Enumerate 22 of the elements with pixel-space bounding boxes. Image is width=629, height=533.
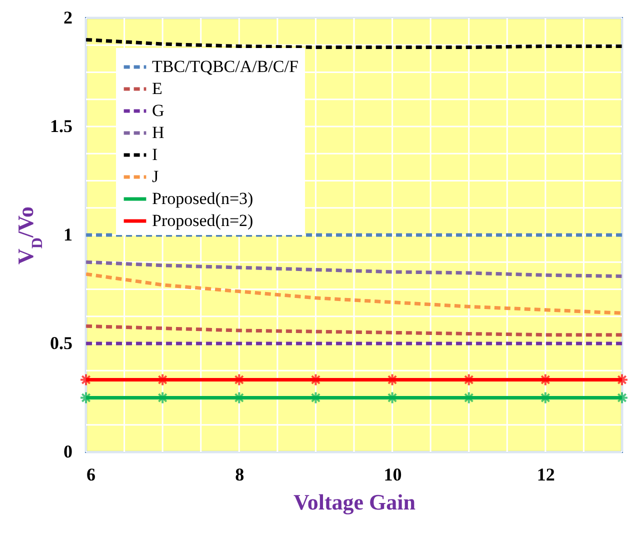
legend-label: TBC/TQBC/A/B/C/F <box>152 57 298 76</box>
line-series <box>86 324 622 337</box>
legend-label: J <box>152 167 159 186</box>
legend-label: G <box>152 101 164 120</box>
x-axis-title: Voltage Gain <box>293 490 416 514</box>
x-tick-label: 6 <box>86 464 96 484</box>
legend-label: Proposed(n=3) <box>152 189 254 208</box>
line-series <box>86 272 622 315</box>
y-tick-label: 0.5 <box>50 333 72 353</box>
y-tick-label: 2 <box>64 8 72 28</box>
x-tick-label: 10 <box>384 464 402 484</box>
x-tick-label: 8 <box>235 464 244 484</box>
y-tick-label: 1.5 <box>50 116 72 136</box>
legend-label: Proposed(n=2) <box>152 211 254 230</box>
y-tick-label: 0 <box>64 442 72 462</box>
line-series <box>86 38 622 50</box>
legend-label: H <box>152 123 164 142</box>
y-tick-label: 1 <box>64 224 72 244</box>
line-series <box>86 260 622 278</box>
legend-label: I <box>152 145 158 164</box>
x-tick-label: 12 <box>536 464 555 484</box>
legend-label: E <box>152 79 162 98</box>
